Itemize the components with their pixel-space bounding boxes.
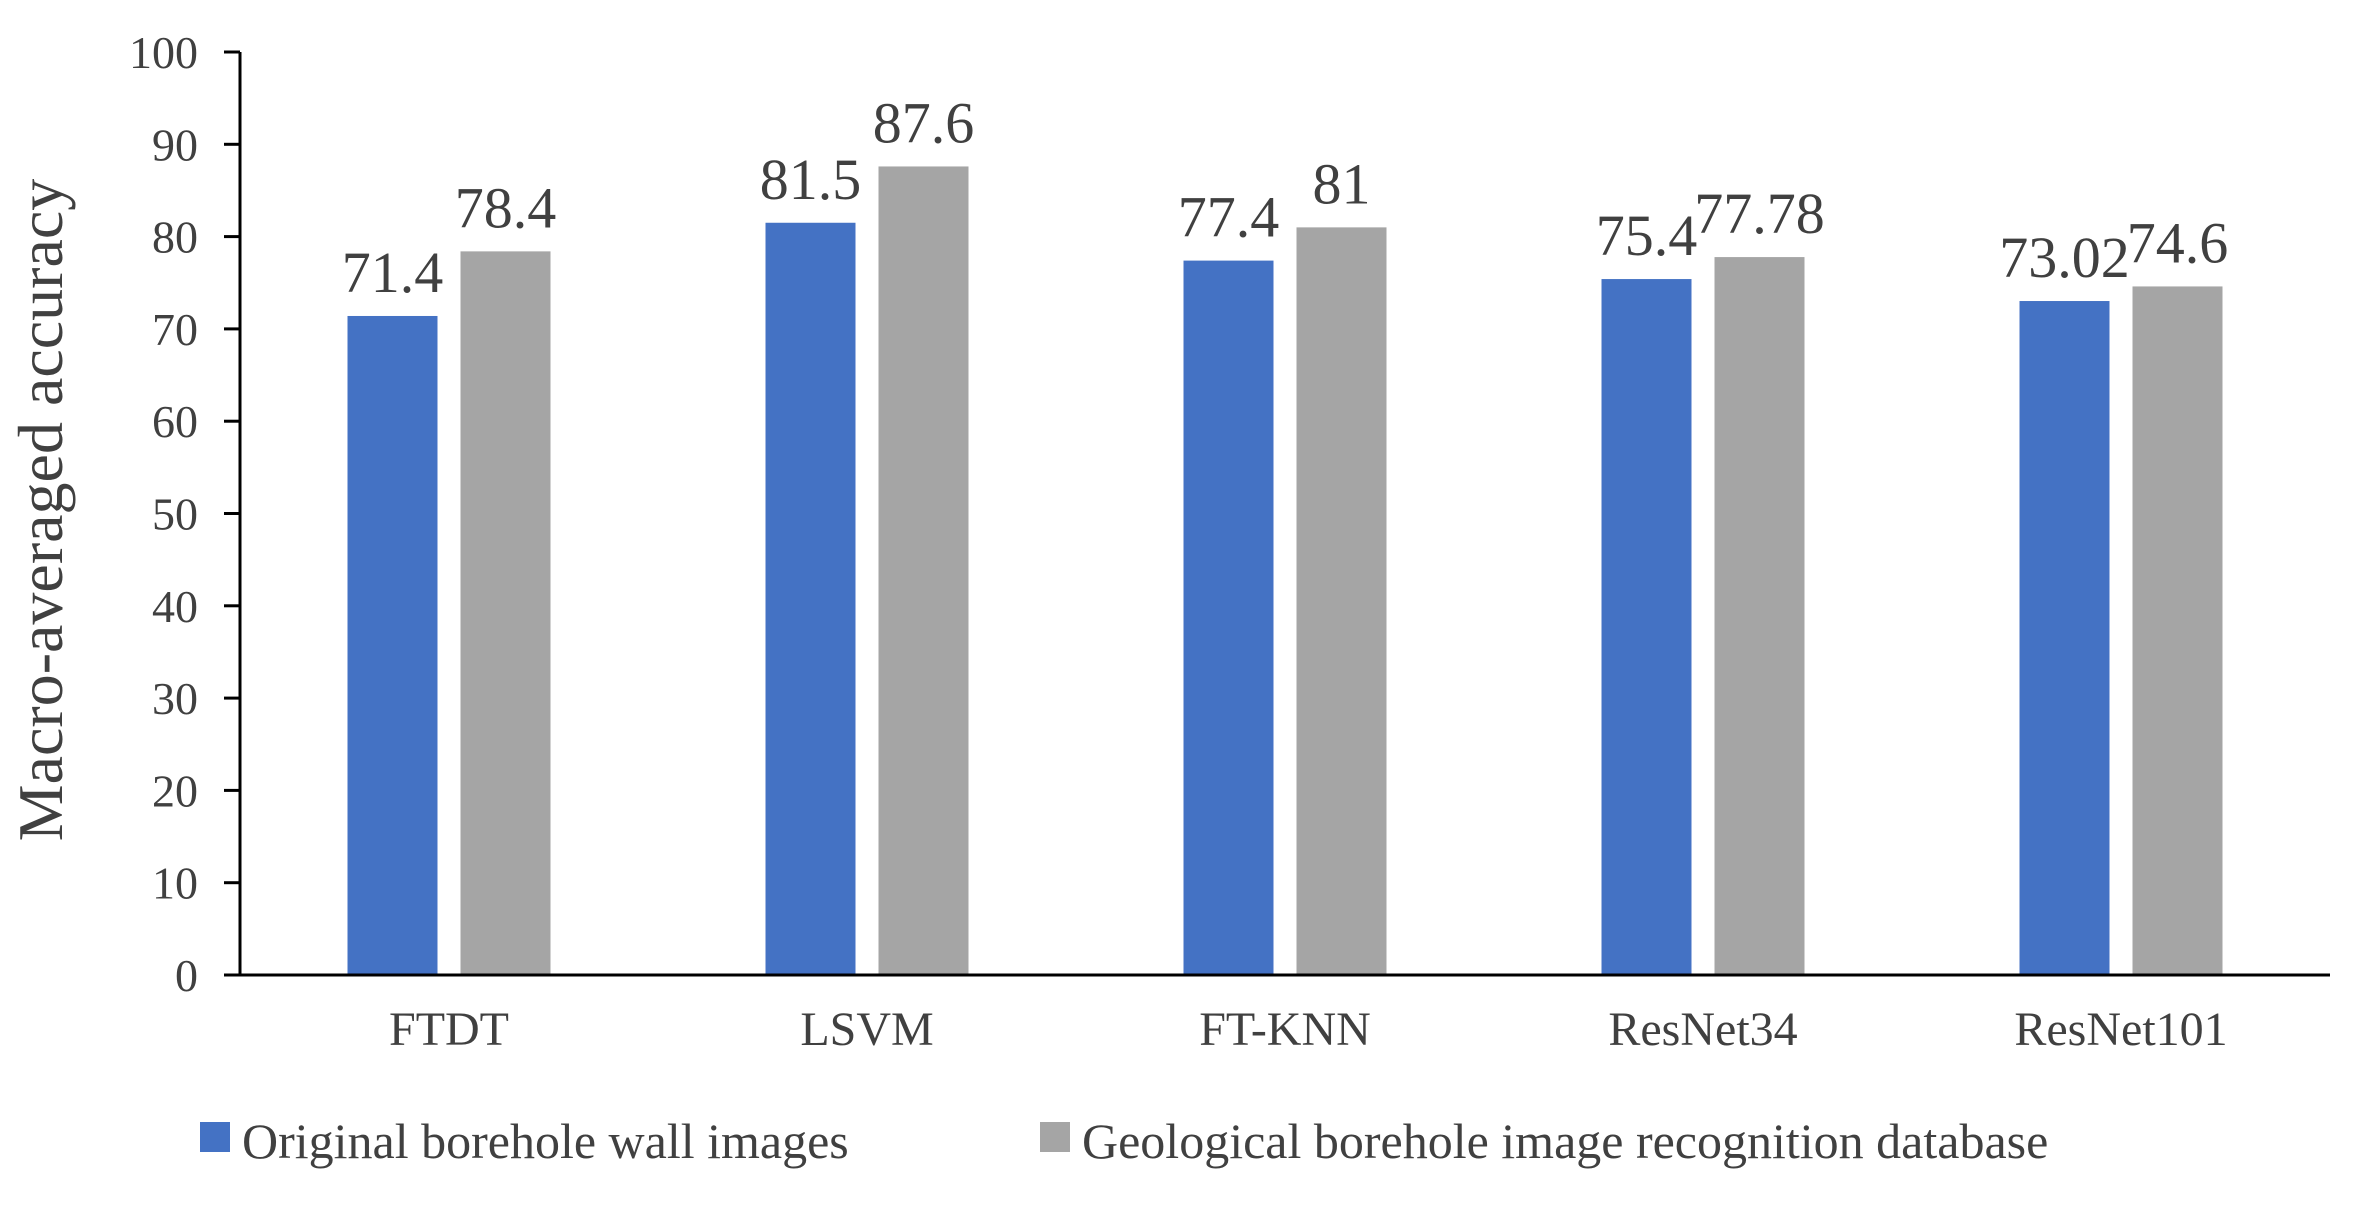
data-label: 71.4: [342, 240, 444, 305]
y-tick-label: 0: [175, 950, 198, 1001]
y-tick-label: 80: [152, 212, 198, 263]
legend-swatch: [1040, 1122, 1070, 1152]
data-label: 81.5: [760, 147, 862, 212]
bar: [1714, 257, 1805, 976]
y-tick-label: 100: [129, 27, 198, 78]
legend: Original borehole wall images Geological …: [200, 1113, 2048, 1169]
x-category-label: FT-KNN: [1199, 1003, 1371, 1056]
data-label: 74.6: [2127, 210, 2229, 275]
legend-label: Geological borehole image recognition da…: [1082, 1113, 2048, 1169]
y-axis-title: Macro-averaged accuracy: [5, 179, 76, 842]
y-tick-label: 70: [152, 304, 198, 355]
y-tick-label: 40: [152, 581, 198, 632]
y-tick-label: 10: [152, 858, 198, 909]
y-tick-label: 50: [152, 489, 198, 540]
x-category-label: ResNet101: [2014, 1003, 2227, 1056]
bar: [1601, 279, 1692, 976]
bar: [460, 251, 551, 976]
bar: [2132, 286, 2223, 975]
x-category-label: FTDT: [389, 1003, 509, 1056]
y-tick-label: 30: [152, 673, 198, 724]
bar: [878, 166, 969, 975]
plot-area: 0 10 20 30 40 50 60 70 80 90 100 71.478.4 FTDT 81.587…: [129, 27, 2330, 1056]
x-category-label: LSVM: [800, 1003, 933, 1056]
y-tick-label: 60: [152, 396, 198, 447]
data-label: 78.4: [455, 175, 557, 240]
data-label: 87.6: [873, 90, 975, 155]
data-label: 73.02: [1999, 225, 2130, 290]
data-label: 75.4: [1596, 203, 1698, 268]
bar: [765, 222, 856, 975]
y-tick-label: 20: [152, 765, 198, 816]
legend-swatch: [200, 1122, 230, 1152]
bar: [347, 315, 438, 975]
bar: [1296, 227, 1387, 975]
data-label: 81: [1313, 151, 1371, 216]
data-label: 77.78: [1694, 181, 1825, 246]
x-category-label: ResNet34: [1608, 1003, 1797, 1056]
legend-label: Original borehole wall images: [242, 1113, 849, 1169]
bar: [2019, 301, 2110, 975]
bar: [1183, 260, 1274, 975]
y-tick-label: 90: [152, 119, 198, 170]
data-label: 77.4: [1178, 185, 1280, 250]
